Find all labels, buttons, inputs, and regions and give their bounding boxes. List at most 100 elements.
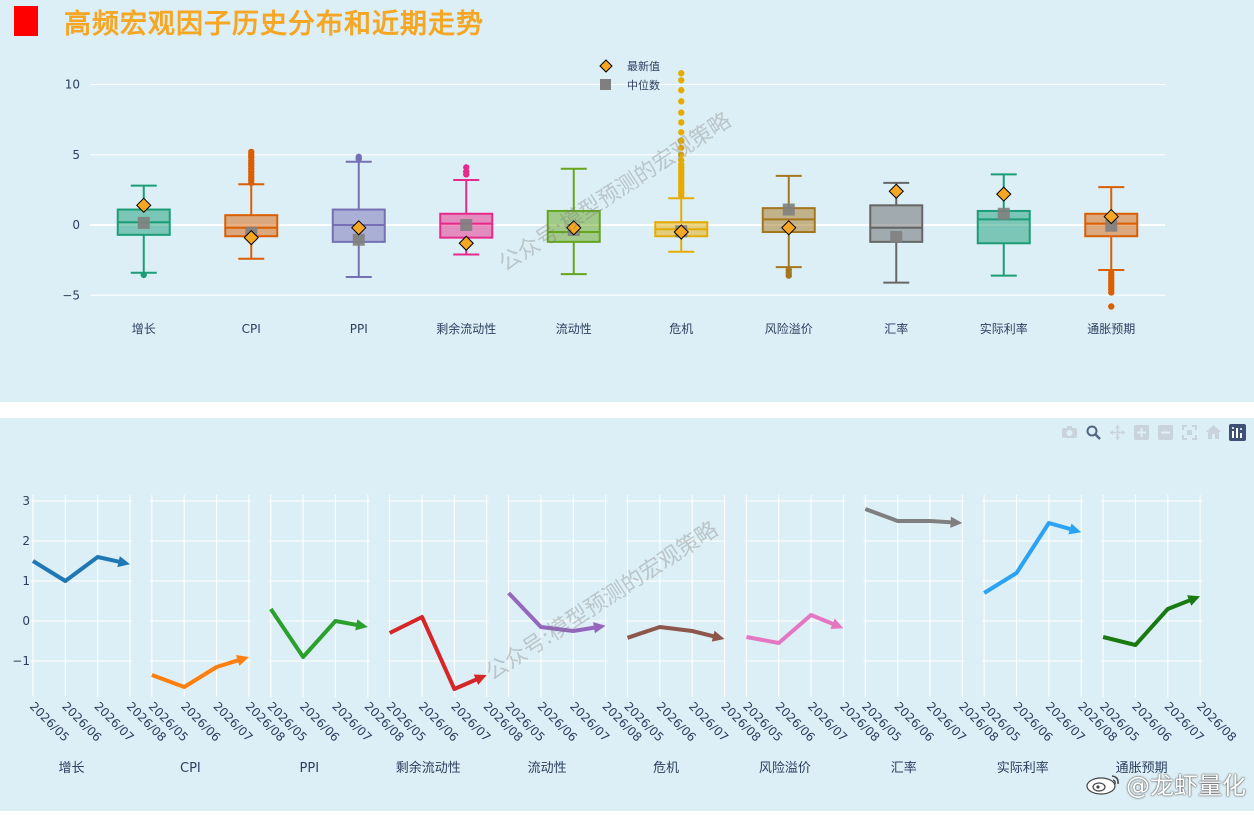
zoom-out-icon[interactable]: [1157, 424, 1174, 441]
box-汇率: [869, 181, 924, 284]
latest-marker: [781, 220, 797, 236]
outlier-point: [678, 119, 685, 126]
x-tick-label: 风险溢价: [765, 321, 813, 336]
series-arrowhead: [593, 622, 606, 634]
median-marker: [997, 207, 1010, 220]
box-增长: [116, 184, 171, 279]
latest-marker: [1103, 208, 1119, 225]
series-arrowhead: [950, 516, 963, 528]
brand-badge: @龙虾量化: [1084, 766, 1246, 801]
series-line: [746, 613, 836, 645]
latest-marker: [351, 220, 367, 236]
weibo-icon: [1086, 774, 1119, 795]
y-tick-label: 0: [72, 218, 80, 232]
x-tick-label: 流动性: [556, 322, 592, 336]
box-实际利率: [976, 173, 1031, 277]
box-CPI: [224, 148, 279, 260]
subplot-title: 风险溢价: [759, 761, 811, 776]
series-arrowhead: [711, 630, 725, 642]
y-tick-label: −5: [62, 288, 80, 302]
subplot-title: 增长: [58, 761, 84, 776]
median-marker: [352, 233, 365, 246]
y-tick-label: −1: [12, 654, 30, 668]
outlier-point: [463, 164, 470, 171]
x-tick-label: 通胀预期: [1087, 322, 1135, 336]
box-风险溢价: [761, 174, 816, 279]
outlier-point: [678, 157, 685, 164]
box-通胀预期: [1084, 186, 1139, 310]
subplot-title: 危机: [653, 761, 679, 776]
subplot-title: 实际利率: [997, 760, 1049, 776]
series-arrowhead: [830, 618, 844, 630]
pan-icon[interactable]: [1109, 424, 1126, 441]
x-tick-label: 增长: [132, 322, 156, 336]
outlier-point: [355, 153, 362, 161]
subplot-title: 剩余流动性: [396, 760, 461, 776]
box-plot-chart: 10 5 0 −5 增长 CPI PPI 剩余流动性 流动性 危机 风险溢价 汇率 实际利率 通胀预期 最新…: [0, 0, 1254, 402]
panel-background: [0, 0, 1254, 402]
y-tick-label: 3: [22, 494, 30, 508]
median-marker: [137, 216, 150, 229]
latest-marker: [136, 197, 152, 214]
series-arrowhead: [1068, 523, 1082, 535]
subplot-title: 汇率: [891, 760, 917, 776]
camera-icon[interactable]: [1061, 424, 1078, 441]
box-流动性: [546, 167, 601, 276]
outlier-point: [678, 77, 685, 84]
x-tick-label: CPI: [242, 322, 261, 336]
plotly-logo-icon[interactable]: [1229, 423, 1246, 441]
y-tick-label: 2: [22, 534, 30, 548]
outlier-point: [678, 137, 685, 144]
zoom-icon[interactable]: [1085, 424, 1102, 441]
y-tick-label: 10: [65, 78, 80, 92]
outlier-point: [678, 144, 685, 151]
outlier-point: [1108, 289, 1115, 296]
x-tick-label: 实际利率: [980, 321, 1028, 336]
latest-marker: [673, 224, 689, 240]
latest-marker: [996, 186, 1012, 202]
x-tick-label: 剩余流动性: [436, 321, 496, 336]
latest-marker: [888, 183, 904, 199]
median-marker: [1105, 219, 1118, 232]
subplot-title: PPI: [300, 761, 320, 776]
autoscale-icon[interactable]: [1181, 424, 1198, 441]
title-marker: [14, 6, 38, 36]
series-line: [151, 657, 241, 689]
legend-latest-marker: [599, 59, 613, 73]
x-tick-label: 危机: [669, 322, 693, 336]
outlier-point: [140, 271, 147, 279]
median-marker: [460, 219, 473, 231]
series-line: [864, 507, 954, 525]
zoom-in-icon[interactable]: [1133, 424, 1150, 441]
outlier-point: [678, 151, 685, 158]
reset-axes-icon[interactable]: [1205, 424, 1222, 441]
subplot-title: 流动性: [528, 761, 567, 776]
outlier-point: [678, 86, 685, 94]
x-tick-label: PPI: [350, 322, 368, 336]
y-tick-label: 5: [72, 148, 80, 162]
latest-marker: [243, 229, 259, 246]
series-arrowhead: [1187, 595, 1201, 606]
outlier-point: [248, 148, 255, 156]
subplot-title: 通胀预期: [1116, 761, 1168, 776]
series-line: [626, 625, 717, 640]
title-bar: 高频宏观因子历史分布和近期走势: [14, 4, 484, 40]
box-PPI: [331, 153, 386, 278]
series-line: [269, 607, 360, 659]
box-危机: [654, 70, 709, 253]
outlier-point: [785, 272, 792, 279]
subplot-title: CPI: [180, 761, 201, 776]
y-tick-label: 0: [22, 614, 30, 628]
series-line: [388, 615, 480, 691]
box-剩余流动性: [439, 164, 494, 256]
line-chart-panel: 3 2 1 0 −1 2026/05 2026/06 2026/07 2026/08 增长 2026…: [0, 418, 1254, 811]
outlier-point: [1108, 303, 1115, 310]
median-marker: [890, 230, 903, 243]
brand-label: @龙虾量化: [1126, 772, 1246, 800]
y-tick-label: 1: [22, 574, 30, 588]
plot-toolbar: [1061, 422, 1246, 442]
box-plot-panel: 10 5 0 −5 增长 CPI PPI 剩余流动性 流动性 危机 风险溢价 汇率 实际利率 通胀预期 最新…: [0, 0, 1254, 402]
x-tick-label: 汇率: [884, 321, 908, 336]
series-arrowhead: [473, 674, 487, 685]
